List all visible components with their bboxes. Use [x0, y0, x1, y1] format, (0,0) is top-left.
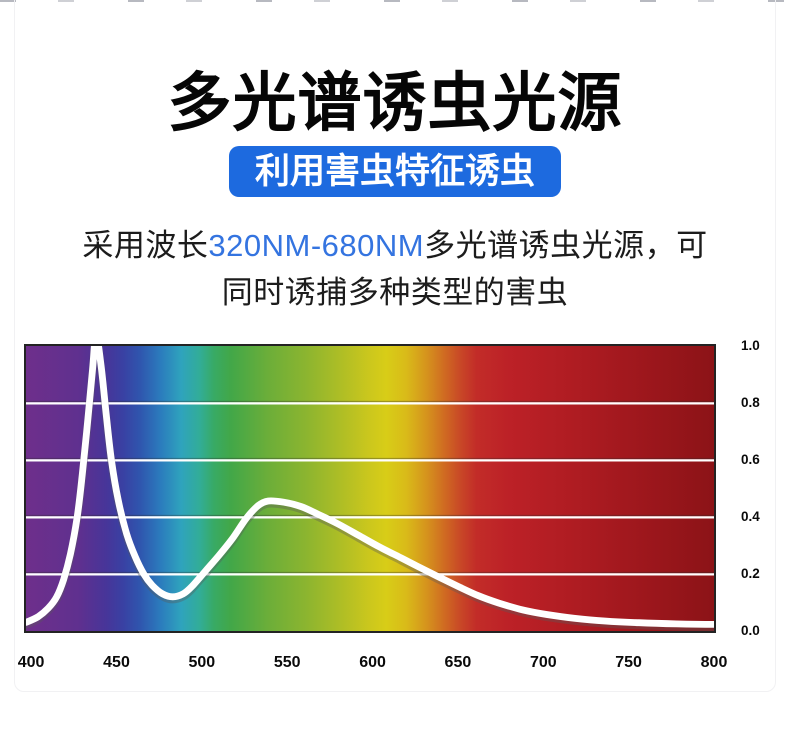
description-text-pre: 采用波长 [82, 228, 209, 263]
x-tick-label: 700 [529, 654, 557, 671]
description: 采用波长320NM-680NM多光谱诱虫光源，可 同时诱捕多种类型的害虫 [0, 222, 790, 316]
description-line-2: 同时诱捕多种类型的害虫 [221, 275, 569, 310]
y-tick-label: 1.0 [741, 338, 760, 353]
description-text-post: 多光谱诱虫光源，可 [424, 228, 708, 263]
y-tick-label: 0.8 [741, 395, 760, 410]
description-line-1: 采用波长320NM-680NM多光谱诱虫光源，可 [0, 222, 790, 269]
y-axis: 1.0 0.8 0.6 0.4 0.2 0.0 [741, 338, 787, 638]
x-tick-label: 450 [103, 654, 130, 671]
y-tick-label: 0.6 [741, 452, 760, 467]
x-tick-label: 650 [444, 654, 472, 671]
x-axis: 400 450 500 550 600 650 700 750 800 [18, 654, 728, 676]
feature-badge: 利用害虫特征诱虫 [228, 146, 562, 197]
y-tick-label: 0.2 [741, 566, 760, 581]
x-tick-label: 750 [615, 654, 642, 671]
x-tick-label: 400 [17, 654, 45, 671]
x-tick-label: 500 [188, 654, 216, 671]
wavelength-highlight: 320NM-680NM [208, 228, 425, 263]
chart-plot [24, 344, 716, 633]
x-tick-label: 550 [273, 654, 301, 671]
x-tick-label: 600 [359, 654, 386, 671]
page-title: 多光谱诱虫光源 [167, 67, 623, 139]
y-tick-label: 0.4 [741, 509, 760, 524]
feature-badge-label: 利用害虫特征诱虫 [254, 152, 536, 191]
y-tick-label: 0.0 [741, 623, 760, 638]
spectrum-curve-svg [26, 346, 714, 631]
x-tick-label: 800 [700, 654, 728, 671]
cropped-content-artifact [0, 0, 790, 2]
